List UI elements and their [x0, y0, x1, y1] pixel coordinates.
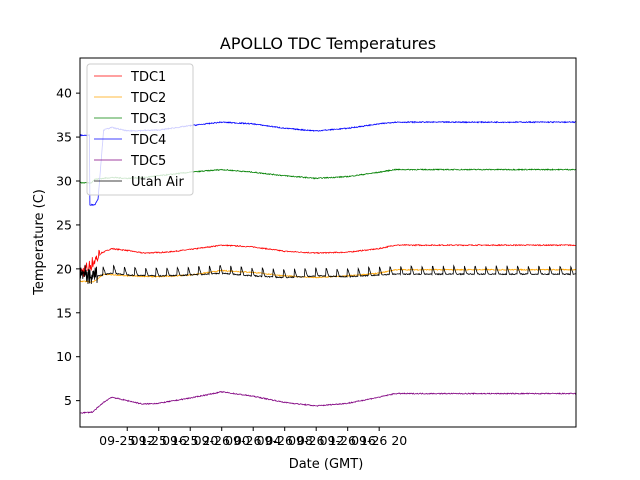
chart-title: APOLLO TDC Temperatures [220, 34, 436, 53]
legend-label: TDC3 [130, 112, 166, 127]
x-tick-label: 09-25 12 [99, 433, 155, 448]
x-tick-label: 09-26 08 [257, 433, 313, 448]
x-tick-label: 09-26 16 [320, 433, 376, 448]
y-tick-label: 35 [56, 130, 72, 145]
x-tick-label: 09-26 12 [288, 433, 344, 448]
x-tick-label: 09-26 04 [225, 433, 281, 448]
legend-label: Utah Air [131, 175, 184, 190]
y-tick-label: 15 [56, 305, 72, 320]
y-axis-label: Temperature (C) [32, 189, 47, 296]
legend-label: TDC2 [130, 91, 166, 106]
y-tick-label: 20 [56, 261, 72, 276]
y-tick-label: 40 [56, 86, 72, 101]
y-tick-label: 5 [64, 393, 72, 408]
series-line-tdc5 [79, 391, 577, 414]
legend: TDC1 TDC2 TDC3 TDC4 TDC5 Utah Air [86, 63, 194, 196]
legend-label: TDC4 [130, 133, 166, 148]
x-tick-label: 09-26 20 [351, 433, 407, 448]
legend-label: TDC1 [130, 70, 166, 85]
y-tick-label: 30 [56, 174, 72, 189]
series-line-tdc1 [79, 243, 577, 278]
y-tick-label: 25 [56, 217, 72, 232]
x-tick-label: 09-25 16 [131, 433, 187, 448]
x-tick-label: 09-25 20 [162, 433, 218, 448]
series-line-tdc2 [79, 268, 576, 283]
series-line-utah-air [79, 264, 577, 285]
x-tick-label: 09-26 00 [194, 433, 250, 448]
plot-frame [79, 57, 577, 428]
x-axis-label: Date (GMT) [289, 457, 364, 472]
y-tick-label: 10 [56, 349, 72, 364]
legend-label: TDC5 [130, 154, 166, 169]
